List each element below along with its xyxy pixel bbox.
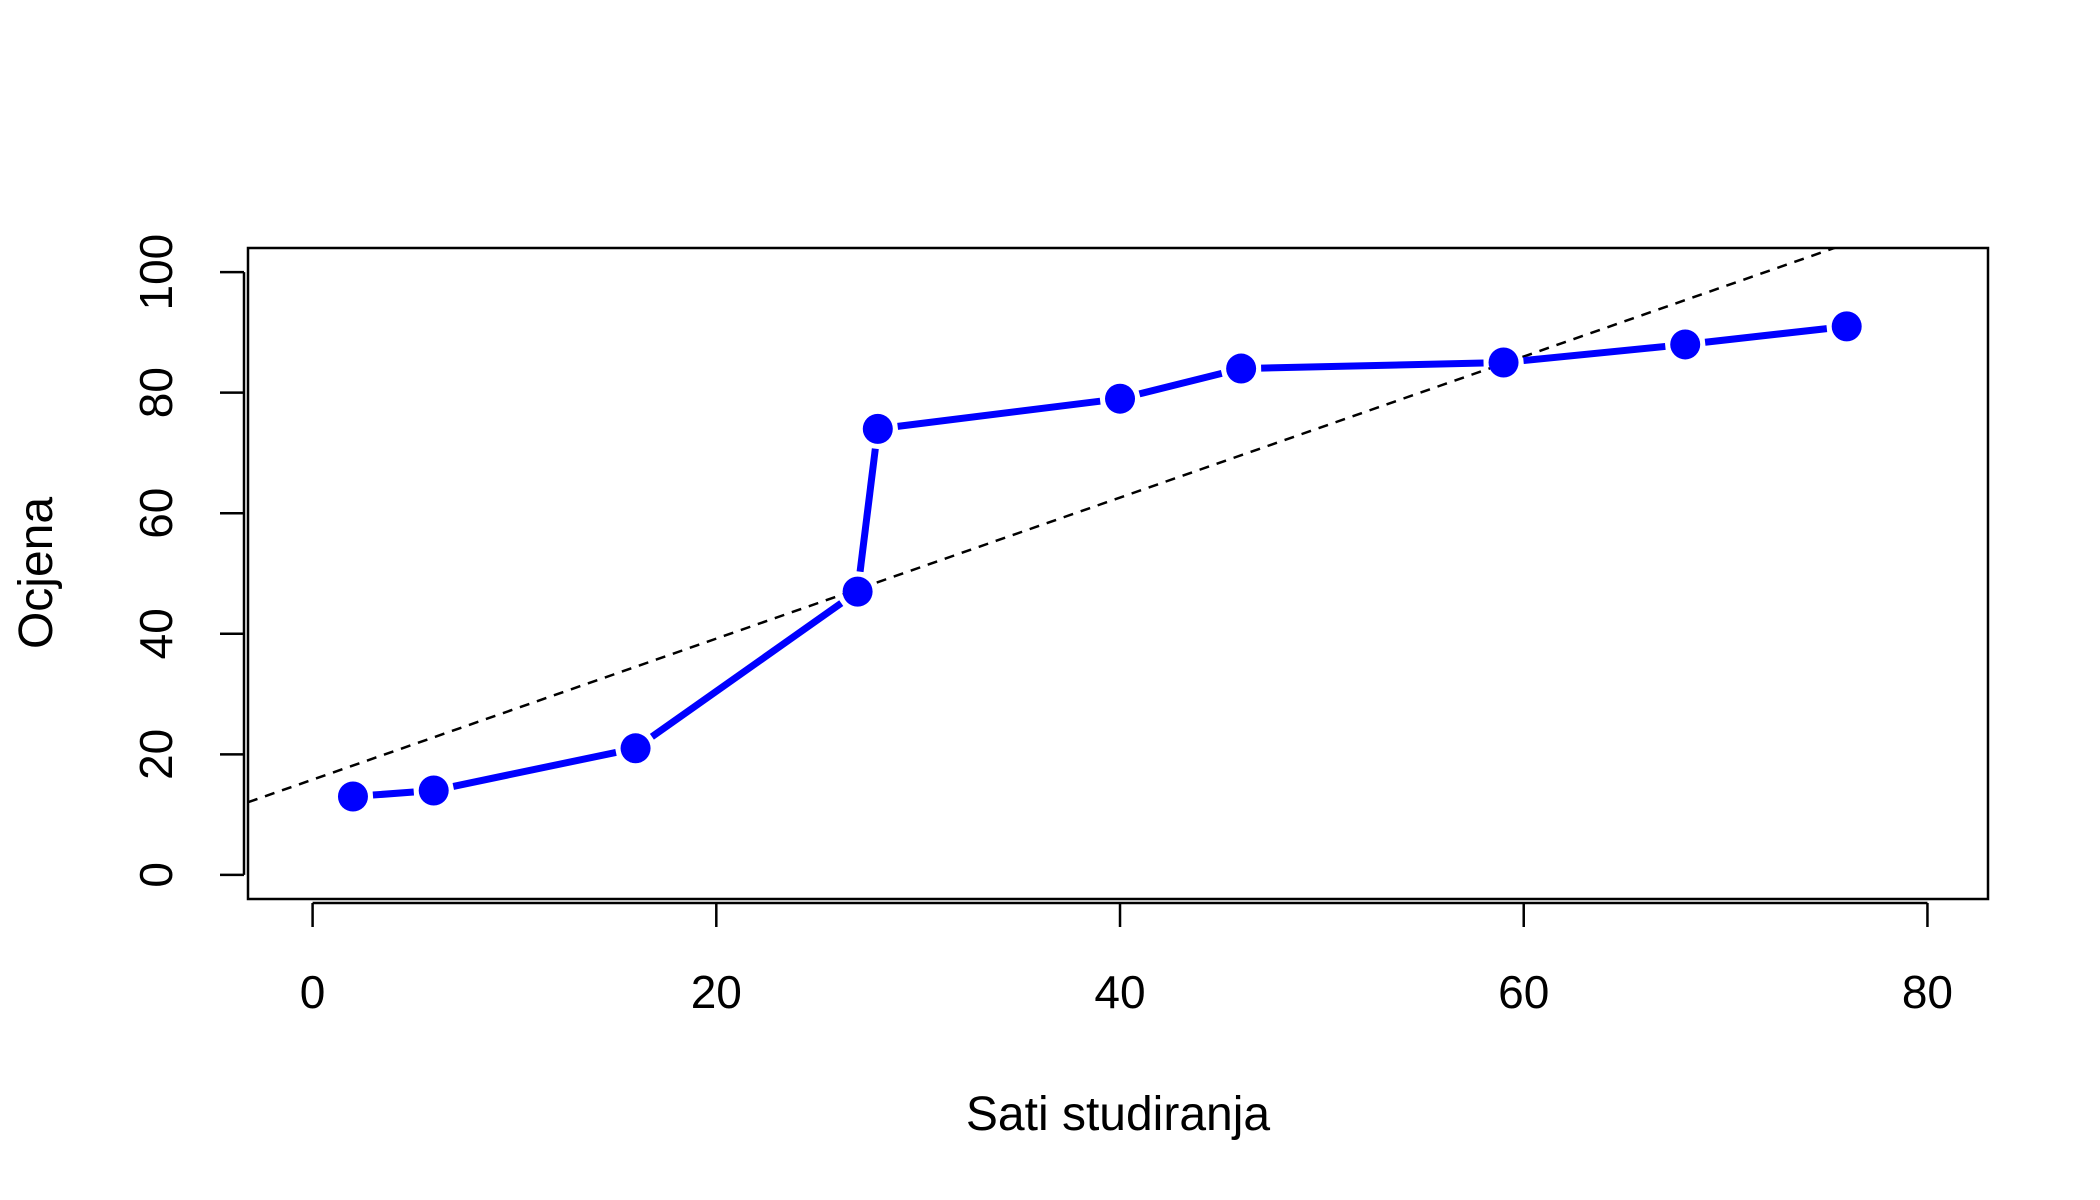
series-segment: [1704, 325, 1828, 346]
y-tick-label: 20: [130, 729, 182, 780]
series-segment: [1523, 342, 1666, 365]
series-segment: [856, 448, 879, 573]
y-axis: 0 20 40 60 80 100: [130, 234, 246, 888]
x-axis: 0 20 40 60 80: [300, 901, 1953, 1018]
plot-frame: [246, 246, 1990, 901]
y-tick-label: 100: [130, 234, 182, 311]
x-tick-label: 80: [1902, 966, 1953, 1018]
trend-line: [248, 248, 1839, 804]
data-point: [1105, 383, 1136, 414]
y-tick-label: 0: [130, 862, 182, 888]
y-tick-label: 60: [130, 488, 182, 539]
series-layer: [337, 311, 1862, 812]
data-point: [620, 733, 651, 764]
data-point: [1670, 329, 1701, 360]
x-tick-label: 40: [1094, 966, 1145, 1018]
x-tick-label: 20: [691, 966, 742, 1018]
series-segment: [452, 748, 617, 790]
y-tick-label: 80: [130, 367, 182, 418]
y-tick-label: 40: [130, 608, 182, 659]
x-tick-label: 0: [300, 966, 326, 1018]
series-segment: [1138, 369, 1223, 398]
series-segment: [1261, 359, 1484, 372]
data-point: [842, 576, 873, 607]
x-axis-title: Sati studiranja: [966, 1088, 1270, 1141]
data-point: [1831, 311, 1862, 342]
data-point: [418, 775, 449, 806]
series-segment: [897, 397, 1101, 430]
series-segment: [372, 788, 415, 799]
trend-line-layer: [248, 248, 1839, 804]
x-tick-label: 60: [1498, 966, 1549, 1018]
y-axis-title: Ocjena: [10, 497, 63, 649]
series-segment: [649, 600, 844, 740]
data-point: [1488, 347, 1519, 378]
data-point: [337, 781, 368, 812]
data-point: [1226, 353, 1257, 384]
data-point: [862, 413, 893, 444]
